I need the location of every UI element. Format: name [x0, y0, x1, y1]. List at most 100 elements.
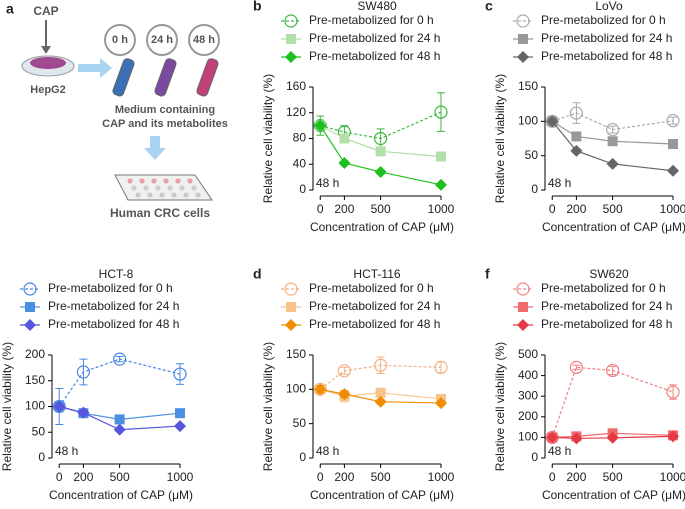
- annotation: 48 h: [316, 176, 339, 190]
- marker: [435, 397, 447, 410]
- marker: [434, 105, 448, 119]
- chart-title: HCT-8: [99, 267, 134, 281]
- arrow: [78, 58, 112, 78]
- x-tick-label: 1000: [660, 470, 685, 484]
- marker: [569, 106, 583, 120]
- x-tick-label: 500: [603, 470, 623, 484]
- well: [151, 178, 157, 184]
- marker: [434, 360, 448, 374]
- error-bar: [79, 358, 88, 386]
- y-tick-label: 160: [286, 79, 306, 93]
- y-tick-label: 100: [518, 430, 538, 444]
- series-line: [551, 120, 674, 172]
- annotation: 48 h: [548, 444, 571, 458]
- marker: [374, 358, 388, 372]
- series-line: [551, 366, 674, 438]
- y-tick-label: 0: [299, 450, 306, 464]
- time-label: 24 h: [151, 34, 173, 46]
- annotation: 48 h: [316, 444, 339, 458]
- well: [179, 185, 185, 191]
- marker: [314, 383, 327, 396]
- marker: [606, 122, 620, 137]
- marker: [375, 387, 386, 398]
- x-axis-label: Concentration of CAP (μM): [49, 488, 193, 502]
- time-label: 48 h: [193, 34, 215, 46]
- panel-label: d: [253, 266, 262, 282]
- chart-title: HCT-116: [353, 267, 400, 281]
- legend-marker: [284, 14, 298, 28]
- well: [135, 192, 141, 198]
- series-line: [320, 388, 442, 400]
- x-tick-label: 0: [549, 202, 556, 216]
- y-tick-label: 120: [286, 105, 306, 119]
- legend-marker: [286, 34, 296, 44]
- legend-marker: [518, 302, 528, 312]
- well: [187, 178, 193, 184]
- marker: [375, 146, 386, 157]
- y-tick-label: 100: [286, 382, 306, 396]
- well: [167, 185, 173, 191]
- x-tick-label: 1000: [428, 202, 455, 216]
- series-line: [319, 364, 442, 390]
- x-tick-label: 200: [566, 470, 586, 484]
- well: [131, 185, 137, 191]
- marker: [666, 114, 680, 128]
- y-axis-label: Relative cell viability (%): [261, 342, 275, 471]
- legend-marker: [25, 302, 35, 312]
- series-line: [552, 112, 674, 131]
- chart-title: LoVo: [595, 0, 623, 13]
- marker: [337, 364, 351, 378]
- tube: [196, 58, 219, 97]
- x-axis-label: Concentration of CAP (μM): [310, 488, 454, 502]
- x-tick-label: 200: [566, 202, 586, 216]
- marker: [374, 131, 388, 146]
- error-bar: [176, 363, 184, 385]
- marker: [570, 432, 583, 445]
- legend-label: Pre-metabolized for 24 h: [309, 31, 440, 45]
- tube: [154, 58, 177, 97]
- marker: [607, 136, 618, 147]
- x-tick-label: 500: [371, 470, 391, 484]
- y-tick-label: 300: [518, 388, 538, 402]
- legend-marker: [286, 302, 296, 312]
- legend-marker: [517, 319, 529, 331]
- panel-label: f: [485, 266, 490, 282]
- series-line: [320, 111, 442, 140]
- marker: [76, 365, 90, 379]
- marker: [668, 138, 678, 149]
- series-line: [319, 125, 442, 158]
- legend-label: Pre-metabolized for 48 h: [309, 317, 440, 331]
- x-axis-label: Concentration of CAP (μM): [310, 220, 454, 234]
- marker: [314, 119, 327, 132]
- legend-label: Pre-metabolized for 24 h: [48, 299, 179, 313]
- marker: [571, 131, 582, 142]
- marker: [77, 406, 90, 419]
- series-line: [319, 125, 442, 186]
- y-tick-label: 50: [32, 424, 46, 438]
- cells: [30, 57, 66, 69]
- medium-text: CAP and its metabolites: [102, 118, 228, 130]
- drug-label: CAP: [33, 4, 58, 18]
- legend-label: Pre-metabolized for 0 h: [541, 281, 666, 295]
- well: [143, 185, 149, 191]
- well: [183, 192, 189, 198]
- y-tick-label: 150: [25, 373, 45, 387]
- legend-marker: [285, 319, 297, 331]
- marker: [175, 408, 185, 419]
- y-tick-label: 0: [531, 182, 538, 196]
- well: [139, 178, 145, 184]
- well: [147, 192, 153, 198]
- error-bar: [608, 125, 617, 134]
- marker: [570, 144, 583, 157]
- medium-text: Medium containing: [115, 104, 215, 116]
- y-tick-label: 500: [518, 347, 538, 361]
- marker: [53, 400, 66, 413]
- time-label: 0 h: [112, 34, 128, 46]
- marker: [374, 165, 387, 178]
- marker: [667, 430, 679, 443]
- chart-title: SW620: [589, 267, 629, 281]
- y-tick-label: 0: [299, 182, 306, 196]
- x-axis-label: Concentration of CAP (μM): [542, 488, 685, 502]
- well: [171, 192, 177, 198]
- legend-label: Pre-metabolized for 24 h: [309, 299, 440, 313]
